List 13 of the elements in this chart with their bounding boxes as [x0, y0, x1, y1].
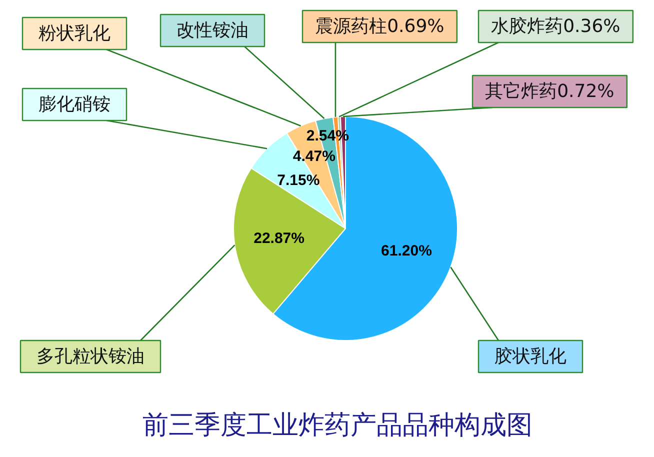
data-label: 7.15% [277, 172, 320, 190]
data-label: 61.20% [381, 242, 432, 260]
slice-label: 震源药柱0.69% [315, 16, 444, 37]
slice-label: 胶状乳化 [494, 346, 566, 367]
text: 前三季度工业炸药产品品种构成图 [142, 410, 532, 440]
data-label: 2.54% [306, 128, 349, 145]
slice-label: 改性铵油 [176, 20, 248, 41]
slice-label: 膨化硝铵 [38, 94, 110, 115]
slice-label: 其它炸药0.72% [485, 81, 614, 102]
data-label: 22.87% [254, 230, 304, 247]
slice-label: 水胶炸药0.36% [491, 16, 620, 37]
slice-label: 多孔粒状铵油 [36, 346, 144, 367]
slice-label: 粉状乳化 [38, 23, 110, 44]
